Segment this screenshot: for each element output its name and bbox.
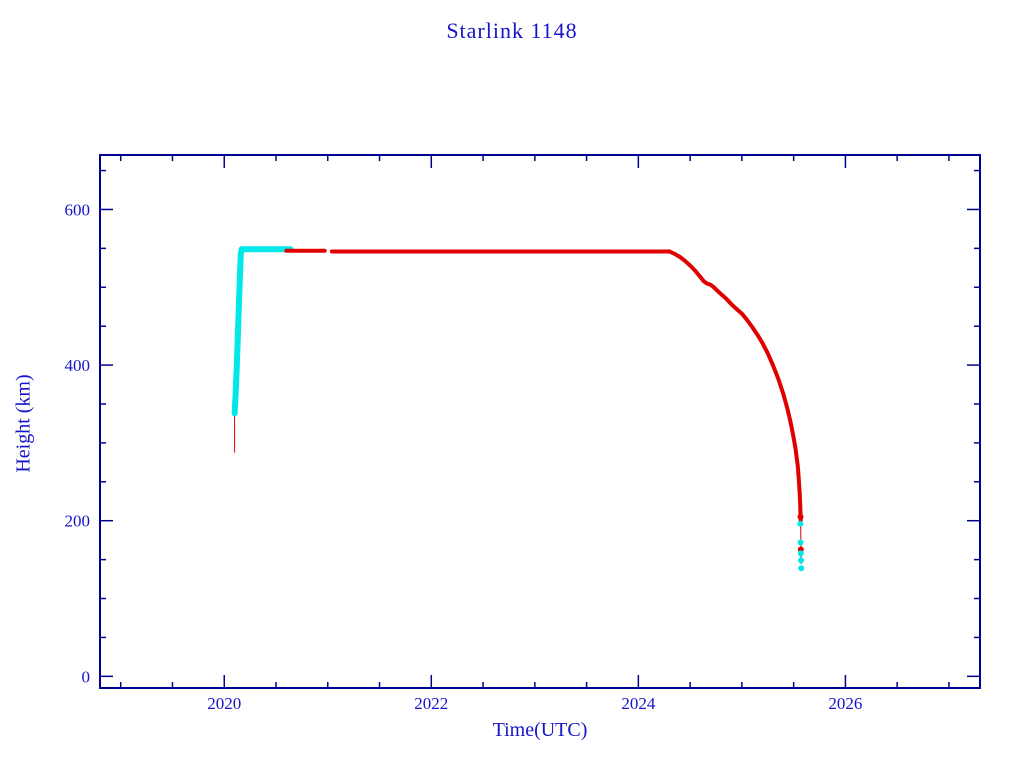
series-reentry-points-cyan-point (797, 550, 804, 557)
y-tick-label: 200 (65, 512, 91, 531)
y-axis-label: Height (km) (12, 374, 35, 473)
series-reentry-points-cyan-point (798, 557, 804, 564)
y-tick-label: 0 (82, 667, 91, 686)
series-reentry-points-cyan-point (797, 539, 804, 546)
y-tick-label: 400 (65, 356, 91, 375)
x-tick-label: 2022 (414, 694, 448, 713)
chart-title: Starlink 1148 (446, 18, 578, 43)
x-tick-label: 2026 (828, 694, 862, 713)
series-reentry-points-cyan-point (798, 565, 805, 572)
x-tick-label: 2020 (207, 694, 241, 713)
plot-frame (99, 154, 981, 689)
series-reentry-points-cyan-point (797, 520, 804, 527)
x-tick-label: 2024 (621, 694, 656, 713)
series-decay-red (667, 249, 803, 523)
series-reentry-points-red-point (797, 513, 804, 520)
x-axis-label: Time(UTC) (492, 719, 588, 741)
series-ascent-cyan (231, 246, 245, 417)
y-tick-label: 600 (65, 200, 91, 219)
